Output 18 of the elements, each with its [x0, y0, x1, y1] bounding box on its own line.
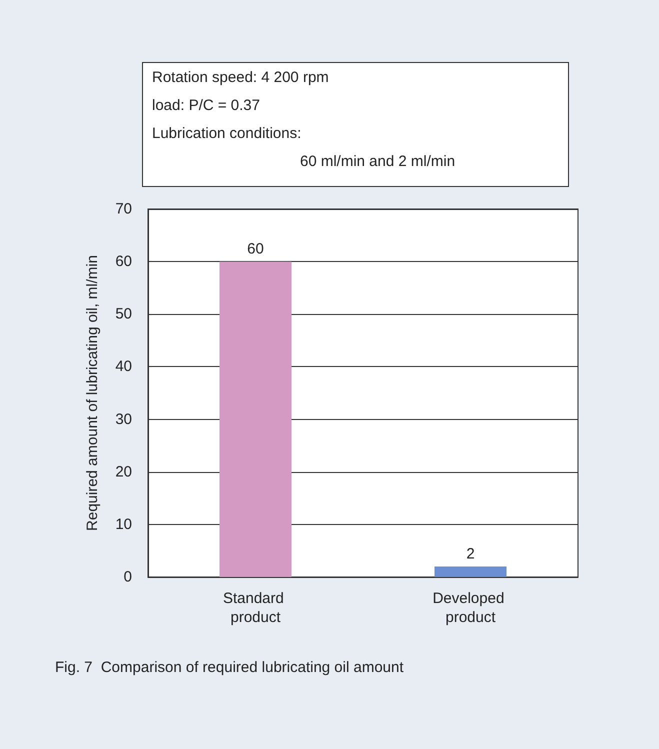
- x-tick-label: Developed product: [432, 590, 508, 626]
- y-tick-label: 10: [115, 516, 132, 533]
- text: 60 ml/min and 2 ml/min: [300, 153, 456, 170]
- y-axis-title: Required amount of lubricating oil, ml/min: [84, 255, 101, 531]
- y-tick-label: 0: [124, 568, 132, 586]
- y-tick-label: 20: [115, 463, 132, 480]
- data-label: 60: [247, 240, 264, 258]
- text: Fig. 7 Comparison of required lubricating oil amount: [55, 659, 404, 676]
- y-tick-label: 60: [115, 253, 132, 270]
- x-tick-label: Standard product: [222, 590, 288, 626]
- y-tick-label: 50: [115, 306, 132, 323]
- y-tick-label: 30: [115, 410, 132, 428]
- text: Lubrication conditions:: [152, 125, 302, 142]
- data-label: 2: [466, 545, 475, 562]
- y-tick-label: 40: [115, 358, 132, 376]
- y-tick-label: 70: [115, 200, 132, 218]
- text: Rotation speed: 4 200 rpm: [152, 69, 329, 86]
- text: load: P/C = 0.37: [152, 97, 260, 114]
